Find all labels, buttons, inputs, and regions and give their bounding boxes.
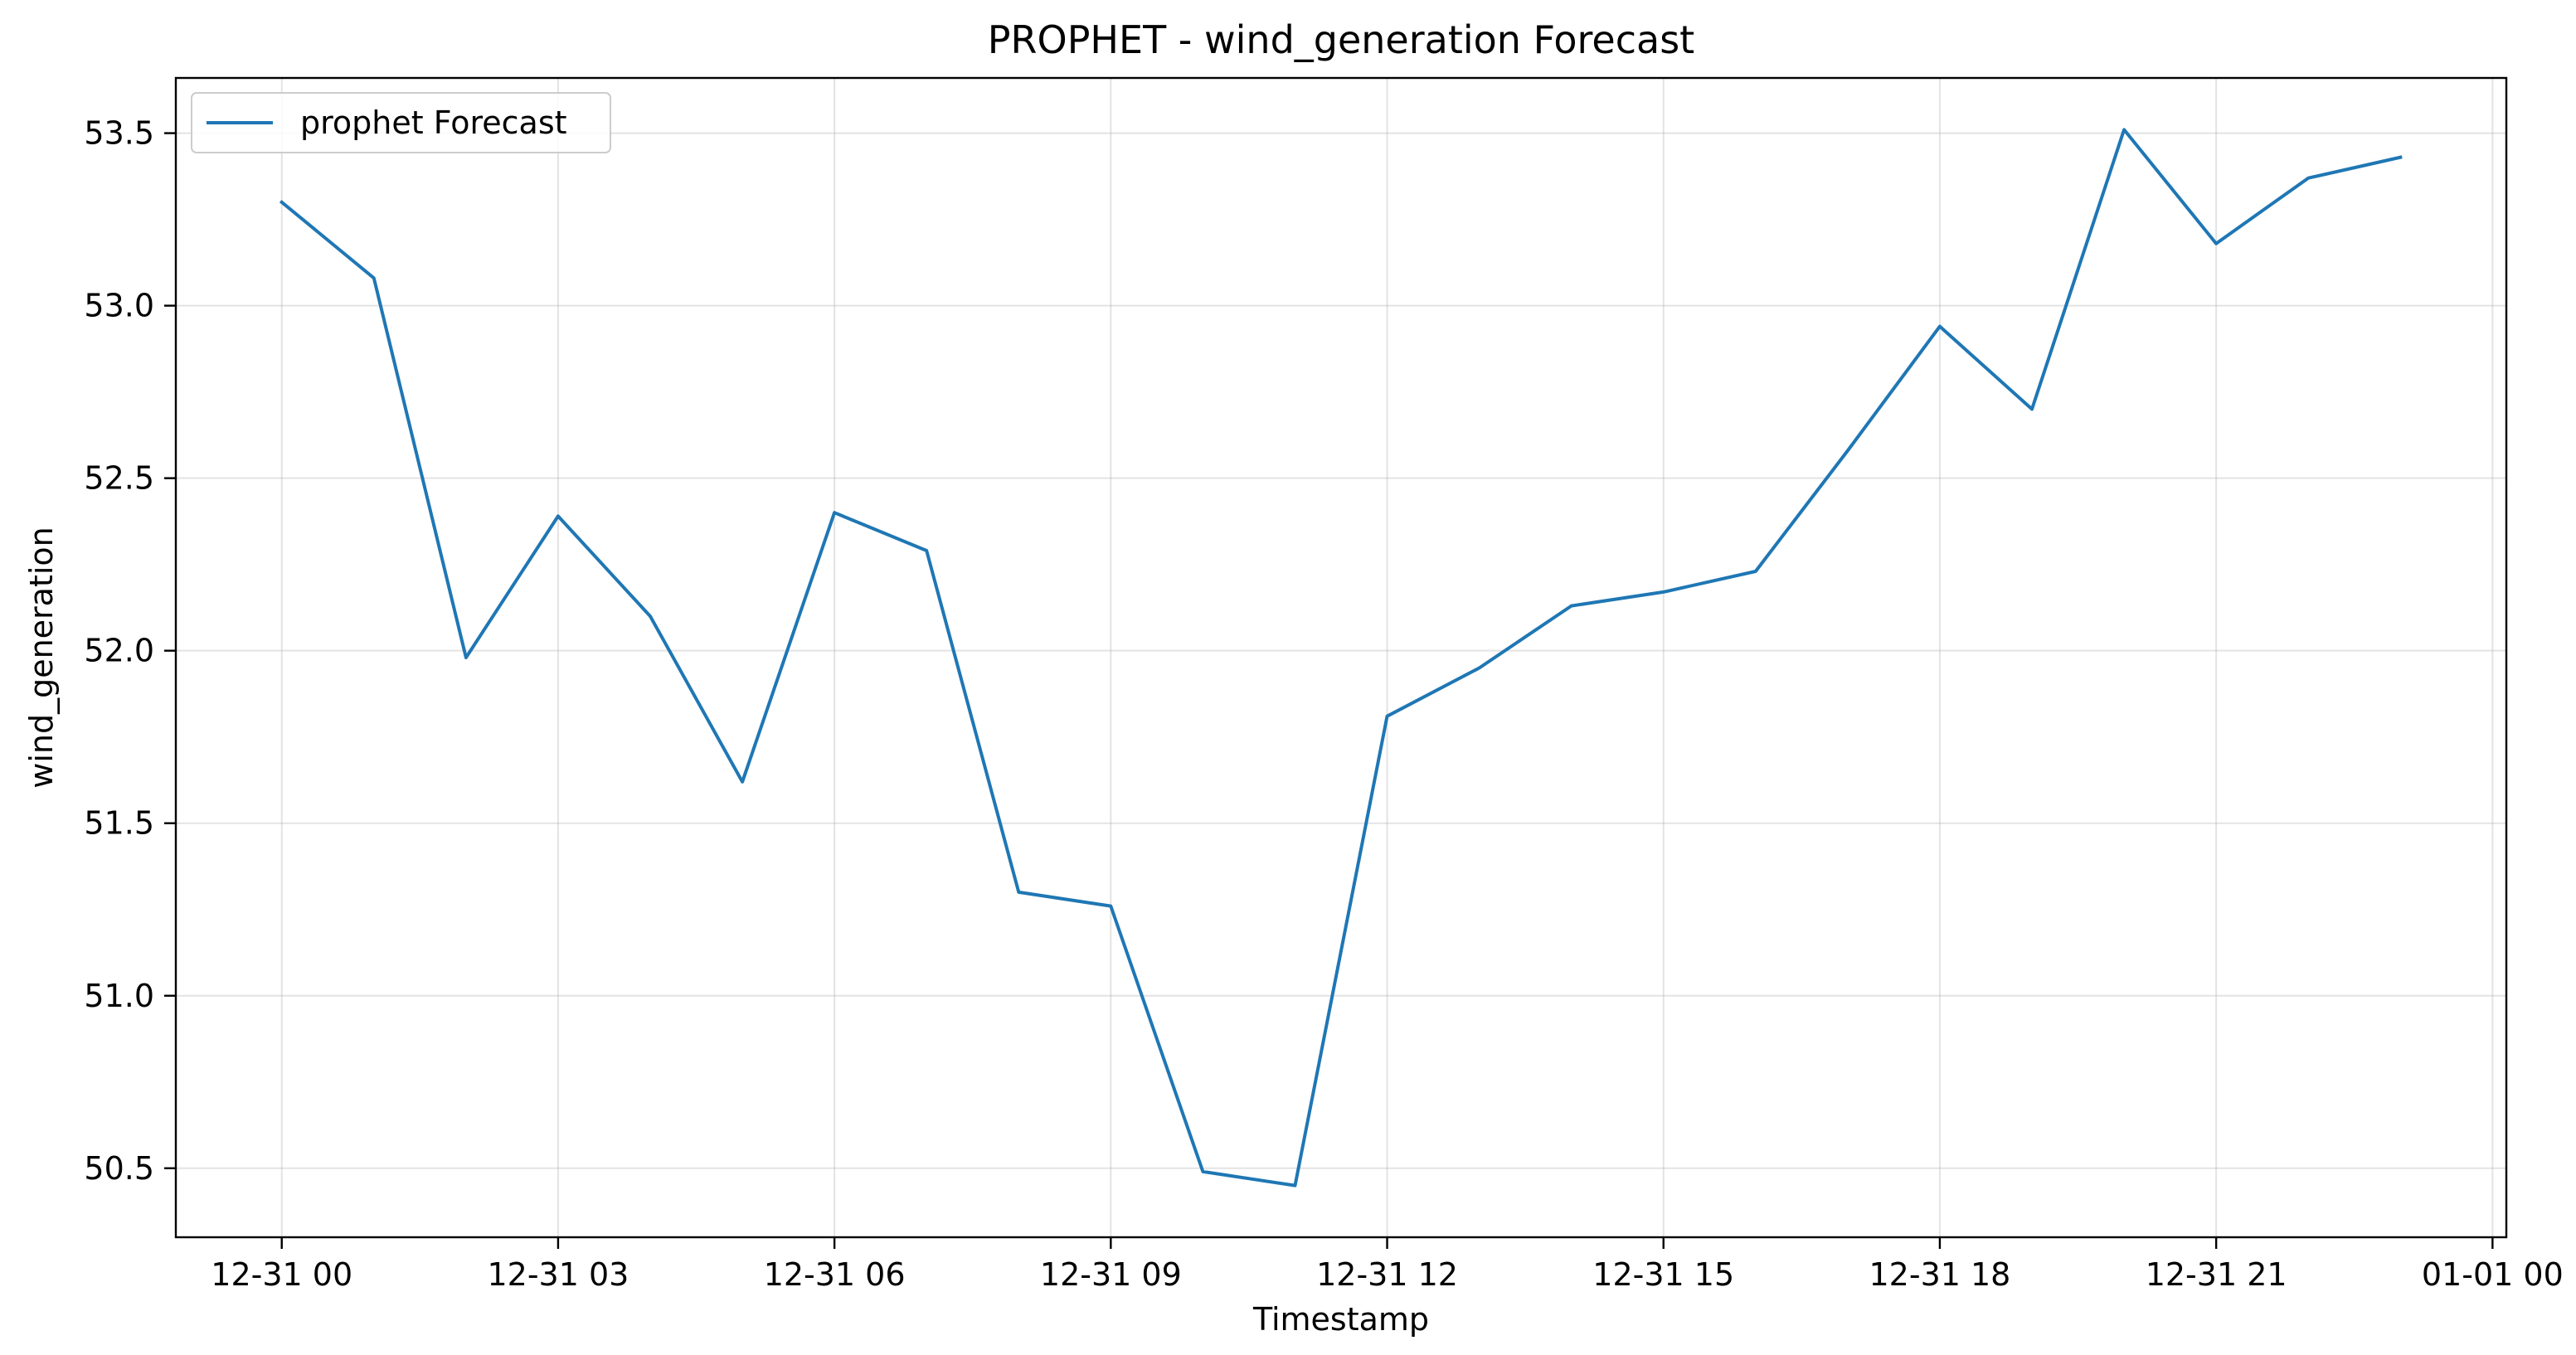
x-tick-label: 12-31 03 — [487, 1256, 629, 1293]
y-tick-label: 52.5 — [84, 460, 154, 497]
x-tick-label: 12-31 15 — [1592, 1256, 1734, 1293]
x-tick-label: 12-31 21 — [2146, 1256, 2287, 1293]
legend-label: prophet Forecast — [300, 104, 567, 141]
y-tick-label: 53.0 — [84, 288, 154, 324]
plot-frame — [174, 76, 2508, 1239]
chart-title: PROPHET - wind_generation Forecast — [988, 17, 1694, 62]
x-tick-label: 12-31 18 — [1869, 1256, 2011, 1293]
y-tick-label: 52.0 — [84, 633, 154, 669]
x-tick-label: 12-31 00 — [211, 1256, 352, 1293]
y-tick-label: 51.5 — [84, 805, 154, 842]
y-axis-ticks: 50.5 51.0 51.5 52.0 52.5 53.0 53.5 — [84, 115, 176, 1187]
y-tick-label: 53.5 — [84, 115, 154, 152]
legend: prophet Forecast — [191, 92, 611, 153]
grid — [176, 78, 2506, 1237]
x-axis-label: Timestamp — [1252, 1301, 1429, 1338]
x-tick-label: 12-31 12 — [1316, 1256, 1458, 1293]
x-tick-label: 12-31 06 — [764, 1256, 906, 1293]
legend-box — [191, 92, 611, 153]
y-tick-label: 51.0 — [84, 978, 154, 1014]
series-line-prophet-forecast — [279, 128, 2403, 1187]
y-axis-label: wind_generation — [23, 527, 60, 789]
x-tick-label: 12-31 09 — [1040, 1256, 1182, 1293]
x-tick-label: 01-01 00 — [2422, 1256, 2564, 1293]
y-tick-label: 50.5 — [84, 1150, 154, 1187]
x-axis-ticks: 12-31 00 12-31 03 12-31 06 12-31 09 12-31 12… — [211, 1237, 2564, 1293]
series-layer — [279, 128, 2403, 1187]
